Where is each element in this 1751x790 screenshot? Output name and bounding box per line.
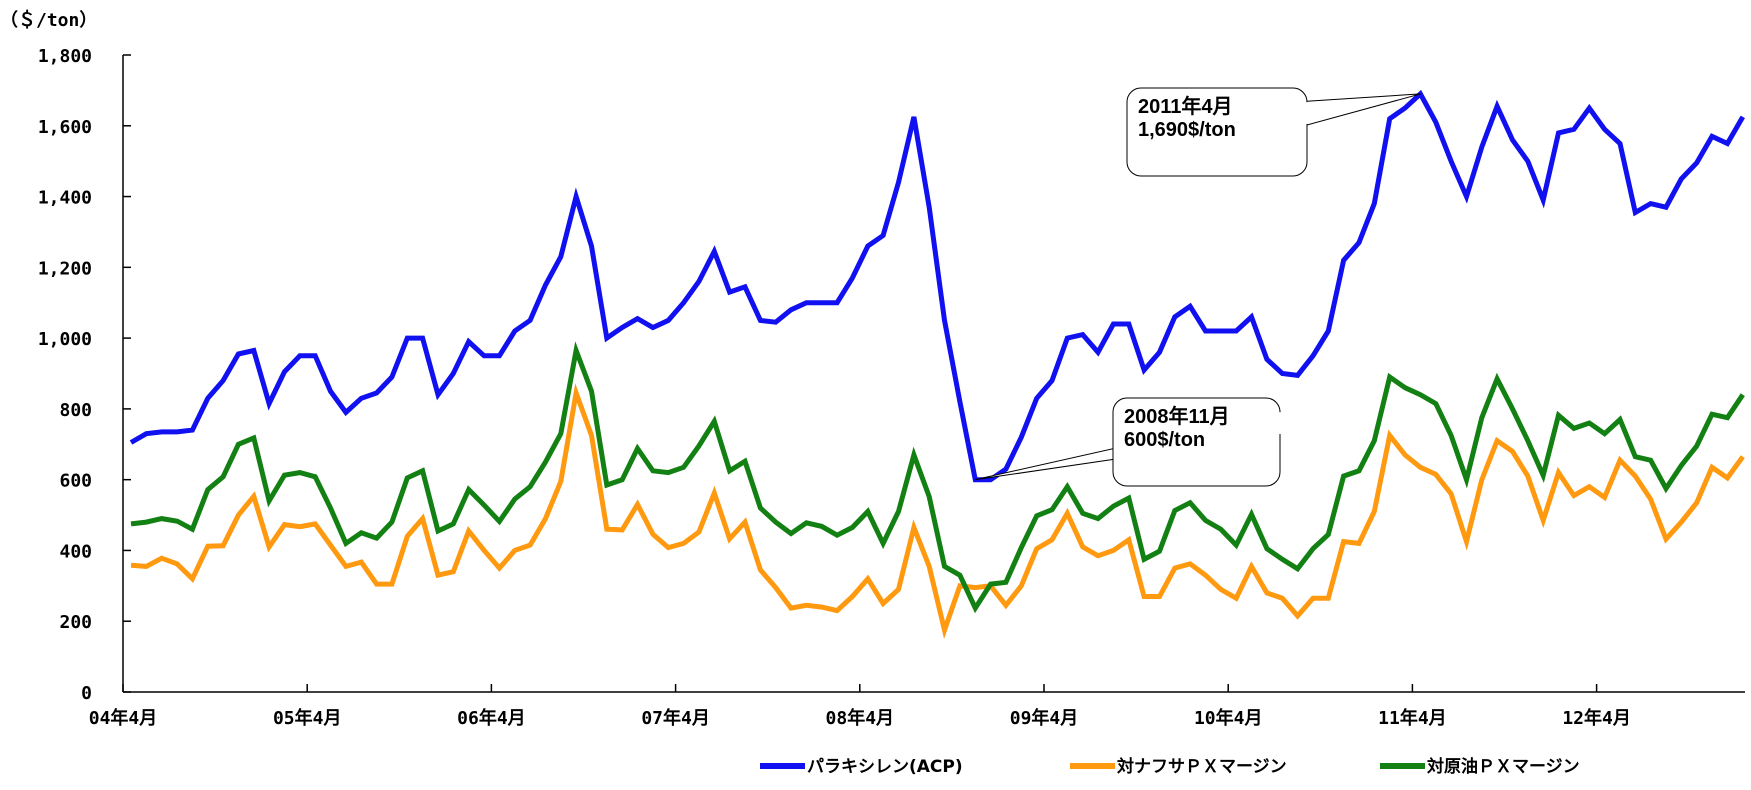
callout-date: 2008年11月 <box>1124 404 1230 428</box>
series-line-0 <box>129 89 1745 483</box>
callout-date: 2011年4月 <box>1138 94 1233 118</box>
y-tick-label: 200 <box>59 612 92 633</box>
x-tick-label: 10年4月 <box>1194 707 1263 729</box>
x-tick-label: 06年4月 <box>457 707 526 729</box>
y-tick-label: 800 <box>59 400 92 421</box>
x-tick-label: 08年4月 <box>826 707 895 729</box>
legend-label-1: 対ナフサＰＸマージン <box>1116 756 1287 777</box>
y-tick-label: 400 <box>59 541 92 562</box>
series-line-2 <box>130 341 1745 614</box>
callout-value: 600$/ton <box>1124 429 1205 451</box>
x-tick-label: 09年4月 <box>1010 707 1079 729</box>
y-tick-label: 1,600 <box>38 117 92 138</box>
y-tick-label: 0 <box>81 683 92 704</box>
callout-box <box>1112 397 1281 487</box>
series-lines <box>129 89 1745 639</box>
y-tick-label: 600 <box>59 471 92 492</box>
x-tick-label: 07年4月 <box>641 707 710 729</box>
legend-label-0: パラキシレン(ACP) <box>807 757 963 777</box>
x-tick-label: 04年4月 <box>89 707 158 729</box>
y-tick-label: 1,400 <box>38 188 92 209</box>
y-tick-label: 1,000 <box>38 329 92 350</box>
x-tick-label: 05年4月 <box>273 707 342 729</box>
y-tick-label: 1,800 <box>38 46 92 67</box>
x-tick-label: 11年4月 <box>1378 707 1447 729</box>
y-axis-unit-label: （＄/ton） <box>0 9 97 31</box>
y-tick-label: 1,200 <box>38 258 92 279</box>
y-axis: 0 200 400 600 800 1,000 1,200 1,400 1,600 1,800 <box>38 46 131 704</box>
legend-label-2: 対原油ＰＸマージン <box>1426 756 1580 777</box>
callout-value: 1,690$/ton <box>1138 119 1236 141</box>
legend: パラキシレン(ACP) 対ナフサＰＸマージン 対原油ＰＸマージン <box>760 756 1580 777</box>
x-tick-label: 12年4月 <box>1562 707 1631 729</box>
series-line-1 <box>130 383 1745 639</box>
x-axis: 04年4月 05年4月 06年4月 07年4月 08年4月 09年4月 10年4月 11年4月… <box>89 684 1745 729</box>
callout-box <box>1126 87 1308 177</box>
